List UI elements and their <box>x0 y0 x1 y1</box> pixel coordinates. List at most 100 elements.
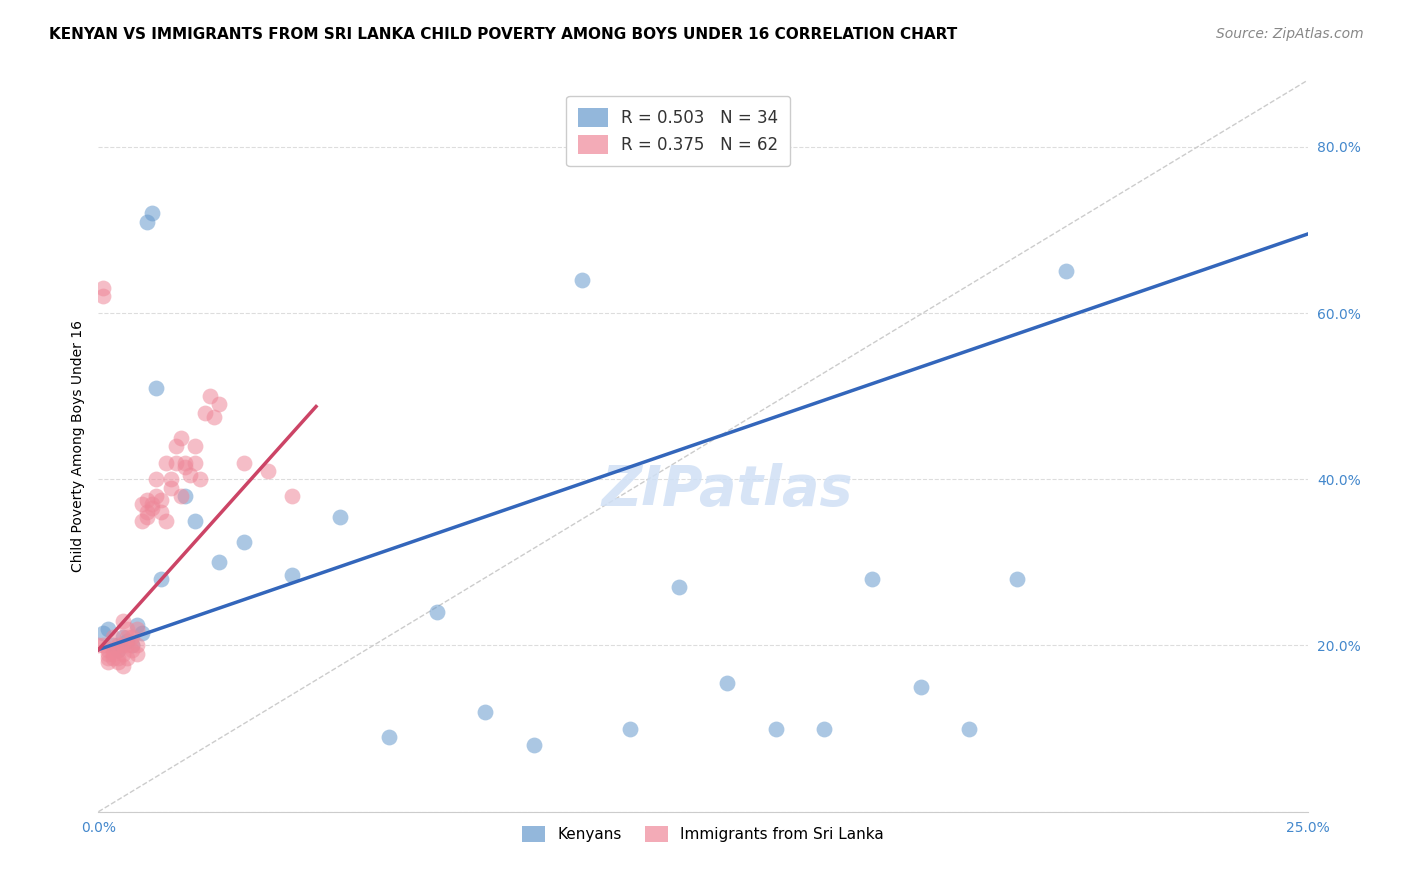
Point <box>141 206 163 220</box>
Point <box>97 622 120 636</box>
Point <box>619 722 641 736</box>
Point <box>131 497 153 511</box>
Point <box>198 389 221 403</box>
Point <box>97 655 120 669</box>
Point <box>174 489 197 503</box>
Point <box>111 647 134 661</box>
Point <box>107 642 129 657</box>
Point <box>101 647 124 661</box>
Point <box>127 647 149 661</box>
Point <box>765 722 787 736</box>
Point <box>127 622 149 636</box>
Point <box>474 705 496 719</box>
Point <box>107 651 129 665</box>
Legend: Kenyans, Immigrants from Sri Lanka: Kenyans, Immigrants from Sri Lanka <box>516 820 890 848</box>
Point <box>165 456 187 470</box>
Point <box>1054 264 1077 278</box>
Point <box>256 464 278 478</box>
Point <box>208 397 231 411</box>
Point <box>107 642 129 657</box>
Point <box>91 281 114 295</box>
Point <box>101 639 124 653</box>
Point <box>813 722 835 736</box>
Point <box>232 456 254 470</box>
Point <box>117 651 139 665</box>
Point <box>169 431 191 445</box>
Point <box>141 501 163 516</box>
Point <box>145 381 167 395</box>
Point <box>135 506 157 520</box>
Point <box>87 639 110 653</box>
Point <box>155 456 177 470</box>
Point <box>194 406 217 420</box>
Point <box>426 605 449 619</box>
Point <box>135 493 157 508</box>
Point <box>184 456 207 470</box>
Point <box>281 567 304 582</box>
Point <box>184 514 207 528</box>
Point <box>101 642 124 657</box>
Text: ZIPatlas: ZIPatlas <box>602 463 853 516</box>
Point <box>111 630 134 644</box>
Point <box>111 614 134 628</box>
Point <box>117 630 139 644</box>
Point <box>377 730 399 744</box>
Point <box>121 642 143 657</box>
Point <box>121 639 143 653</box>
Point <box>97 647 120 661</box>
Point <box>329 509 352 524</box>
Point <box>107 639 129 653</box>
Text: KENYAN VS IMMIGRANTS FROM SRI LANKA CHILD POVERTY AMONG BOYS UNDER 16 CORRELATIO: KENYAN VS IMMIGRANTS FROM SRI LANKA CHIL… <box>49 27 957 42</box>
Point <box>97 642 120 657</box>
Point <box>117 634 139 648</box>
Point <box>127 639 149 653</box>
Point <box>523 738 546 752</box>
Point <box>174 459 197 474</box>
Point <box>121 630 143 644</box>
Point <box>121 639 143 653</box>
Point <box>160 472 183 486</box>
Point <box>184 439 207 453</box>
Point <box>155 514 177 528</box>
Point <box>91 289 114 303</box>
Point <box>910 680 932 694</box>
Point <box>150 572 173 586</box>
Point <box>957 722 980 736</box>
Point <box>111 639 134 653</box>
Point <box>232 534 254 549</box>
Point <box>97 651 120 665</box>
Y-axis label: Child Poverty Among Boys Under 16: Child Poverty Among Boys Under 16 <box>70 320 84 572</box>
Point <box>204 409 226 424</box>
Point <box>1007 572 1029 586</box>
Point <box>131 514 153 528</box>
Point <box>91 639 114 653</box>
Point <box>169 489 191 503</box>
Point <box>150 493 173 508</box>
Point <box>117 639 139 653</box>
Point <box>101 651 124 665</box>
Point <box>91 626 114 640</box>
Point <box>860 572 883 586</box>
Point <box>107 655 129 669</box>
Point <box>174 456 197 470</box>
Point <box>668 580 690 594</box>
Point <box>117 622 139 636</box>
Point <box>160 481 183 495</box>
Point <box>281 489 304 503</box>
Point <box>150 506 173 520</box>
Point <box>145 489 167 503</box>
Text: Source: ZipAtlas.com: Source: ZipAtlas.com <box>1216 27 1364 41</box>
Point <box>179 468 201 483</box>
Point <box>188 472 211 486</box>
Point <box>571 273 593 287</box>
Point <box>135 509 157 524</box>
Point <box>127 617 149 632</box>
Point <box>135 214 157 228</box>
Point <box>208 555 231 569</box>
Point <box>145 472 167 486</box>
Point <box>131 626 153 640</box>
Point <box>101 630 124 644</box>
Point <box>141 497 163 511</box>
Point <box>716 676 738 690</box>
Point <box>165 439 187 453</box>
